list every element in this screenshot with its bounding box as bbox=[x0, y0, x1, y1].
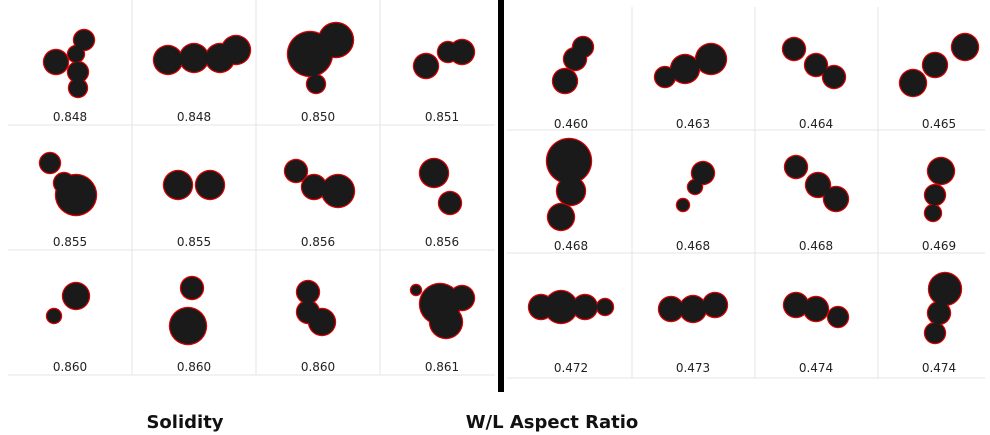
cell-value: 0.848 bbox=[53, 110, 87, 124]
cell-value: 0.465 bbox=[922, 117, 956, 131]
particle bbox=[302, 175, 326, 199]
particle bbox=[824, 187, 848, 211]
cell-value: 0.460 bbox=[554, 117, 588, 131]
particle bbox=[671, 55, 699, 83]
particle bbox=[450, 40, 474, 64]
particle bbox=[928, 302, 950, 324]
particle bbox=[548, 204, 574, 230]
particle bbox=[547, 139, 591, 183]
particle bbox=[677, 199, 689, 211]
particle bbox=[928, 158, 954, 184]
particle bbox=[545, 291, 577, 323]
particle bbox=[307, 75, 325, 93]
particle bbox=[181, 277, 203, 299]
particle bbox=[923, 53, 947, 77]
particle bbox=[68, 46, 84, 62]
particle bbox=[297, 281, 319, 303]
cell-value: 0.860 bbox=[53, 360, 87, 374]
particle bbox=[952, 34, 978, 60]
cell-value: 0.848 bbox=[177, 110, 211, 124]
particle bbox=[784, 293, 808, 317]
cell-value: 0.463 bbox=[676, 117, 710, 131]
particle bbox=[44, 50, 68, 74]
particle bbox=[420, 159, 448, 187]
cell-value: 0.860 bbox=[177, 360, 211, 374]
particle bbox=[319, 23, 353, 57]
particle bbox=[680, 296, 706, 322]
particle bbox=[47, 309, 61, 323]
particle bbox=[180, 44, 208, 72]
particle bbox=[63, 283, 89, 309]
particle bbox=[40, 153, 60, 173]
particle bbox=[573, 295, 597, 319]
particle bbox=[900, 70, 926, 96]
figure: Solidity W/L Aspect Ratio 0.848 0.848 0.85… bbox=[0, 0, 990, 435]
cell-value: 0.468 bbox=[554, 239, 588, 253]
cell-value: 0.861 bbox=[425, 360, 459, 374]
cell-value: 0.856 bbox=[301, 235, 335, 249]
particle bbox=[196, 171, 224, 199]
particle bbox=[573, 37, 593, 57]
particle bbox=[828, 307, 848, 327]
cell-value: 0.851 bbox=[425, 110, 459, 124]
cell-value: 0.856 bbox=[425, 235, 459, 249]
particle bbox=[414, 54, 438, 78]
cell-value: 0.468 bbox=[799, 239, 833, 253]
particle bbox=[929, 273, 961, 305]
particle bbox=[696, 44, 726, 74]
panel-caption: W/L Aspect Ratio bbox=[466, 412, 639, 433]
particle bbox=[56, 175, 96, 215]
cell-value: 0.855 bbox=[177, 235, 211, 249]
particle bbox=[285, 160, 307, 182]
background bbox=[0, 0, 990, 435]
particle bbox=[170, 308, 206, 344]
particle bbox=[785, 156, 807, 178]
particle bbox=[309, 309, 335, 335]
cell-value: 0.860 bbox=[301, 360, 335, 374]
particle bbox=[411, 285, 421, 295]
cell-value: 0.473 bbox=[676, 361, 710, 375]
panel-caption: Solidity bbox=[146, 412, 223, 433]
cell-value: 0.468 bbox=[676, 239, 710, 253]
particle bbox=[597, 299, 613, 315]
cell-value: 0.474 bbox=[922, 361, 956, 375]
particle bbox=[222, 36, 250, 64]
cell-value: 0.464 bbox=[799, 117, 833, 131]
cell-value: 0.850 bbox=[301, 110, 335, 124]
particle bbox=[69, 79, 87, 97]
particle bbox=[164, 171, 192, 199]
cell-value: 0.469 bbox=[922, 239, 956, 253]
particle bbox=[703, 293, 727, 317]
particle bbox=[322, 175, 354, 207]
cell-value: 0.472 bbox=[554, 361, 588, 375]
particle bbox=[783, 38, 805, 60]
particle bbox=[925, 205, 941, 221]
particle bbox=[692, 162, 714, 184]
particle bbox=[925, 323, 945, 343]
particle bbox=[659, 297, 683, 321]
particle bbox=[439, 192, 461, 214]
cell-value: 0.855 bbox=[53, 235, 87, 249]
particle bbox=[553, 69, 577, 93]
particle bbox=[557, 177, 585, 205]
particle bbox=[925, 185, 945, 205]
particle bbox=[430, 306, 462, 338]
cell-value: 0.474 bbox=[799, 361, 833, 375]
particle bbox=[823, 66, 845, 88]
particle bbox=[450, 286, 474, 310]
particle bbox=[805, 54, 827, 76]
particle bbox=[154, 46, 182, 74]
particle bbox=[804, 297, 828, 321]
